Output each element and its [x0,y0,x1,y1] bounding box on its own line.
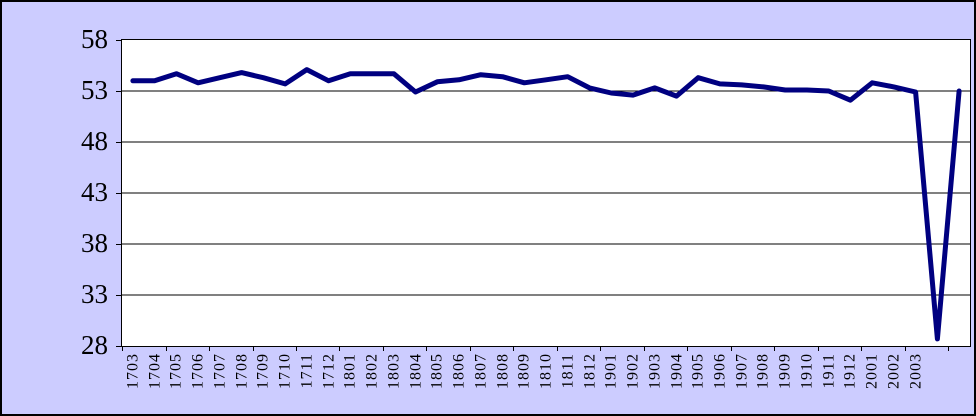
x-axis-tick-label: 1811 [559,353,577,389]
x-axis-tick-label: 1809 [515,353,533,389]
x-axis-tick-label: 2001 [863,353,881,389]
x-axis-tick-label: 1812 [581,353,598,389]
chart-svg [122,67,970,342]
x-axis-tick-label: 1805 [428,353,446,389]
y-axis-tick [116,193,121,194]
x-axis-tick-label: 1708 [233,353,251,389]
y-axis-tick-label: 28 [81,330,108,360]
y-axis-tick-label: 38 [81,228,108,258]
x-axis-tick [643,346,645,351]
x-axis-tick-label: 1807 [472,353,490,389]
x-axis-tick [382,346,384,351]
y-axis-tick-label: 33 [81,279,108,309]
x-axis-tick-label: 1705 [167,353,185,389]
x-axis-tick-label: 1909 [776,353,794,389]
y-axis-tick-label: 58 [81,24,108,54]
x-axis-tick-label: 1706 [189,353,207,389]
x-axis-tick-label: 1802 [363,353,381,389]
x-axis-tick-label: 1906 [711,353,729,389]
y-axis-tick-label: 43 [81,177,108,207]
x-axis-tick-label: 1804 [407,353,424,389]
y-axis-tick [116,295,121,296]
x-axis-tick [165,346,167,351]
y-axis-tick [116,142,121,143]
x-axis-tick [861,346,863,351]
x-axis-tick-label: 1908 [754,353,772,389]
x-axis-tick-label: 1704 [146,353,164,389]
x-axis-tick [774,346,776,351]
x-axis-tick-label: 1911 [820,353,838,389]
y-axis-tick [116,244,121,245]
x-axis-tick-label: 2003 [907,353,925,389]
x-axis-tick [817,346,819,351]
x-axis-tick-label: 1808 [494,353,511,389]
y-axis-tick [116,40,121,41]
x-axis-tick-label: 1907 [733,353,751,389]
y-axis-tick [116,346,121,347]
y-axis-tick-label: 48 [81,126,108,156]
x-axis-tick-label: 1711 [298,353,316,389]
x-axis-tick [469,346,471,351]
x-axis-tick [295,346,297,351]
x-axis-tick-label: 1910 [798,353,816,389]
x-axis-tick [426,346,428,351]
x-axis-tick-label: 1901 [602,353,620,389]
x-axis-tick [687,346,689,351]
x-axis-tick-label: 2002 [885,353,903,389]
x-axis-tick-label: 1801 [341,353,359,389]
x-axis-tick [600,346,602,351]
x-axis-tick-label: 1905 [689,353,707,389]
x-axis-tick-label: 1710 [276,353,294,389]
x-axis-tick-label: 1806 [450,353,468,389]
x-axis-tick [339,346,341,351]
x-axis-tick-label: 1803 [385,353,403,389]
x-axis-tick [122,346,123,351]
x-axis-tick-label: 1904 [668,353,685,389]
x-axis-tick [730,346,732,351]
x-axis-tick [904,346,906,351]
x-axis-tick-label: 1712 [320,353,338,389]
series-line [130,67,962,342]
x-axis-tick [948,346,950,351]
x-axis-tick-label: 1703 [124,353,142,389]
x-axis-tick-label: 1902 [624,353,642,389]
x-axis-tick [556,346,558,351]
x-axis-tick-label: 1709 [254,353,272,389]
x-axis-tick [513,346,515,351]
x-axis-tick-label: 1912 [841,353,859,389]
plot-area [121,39,971,347]
x-axis-tick-label: 1707 [211,353,229,389]
x-axis-tick-label: 1903 [646,353,664,389]
x-axis-tick-label: 1810 [537,353,555,389]
x-axis-tick [209,346,210,351]
x-axis-tick [252,346,254,351]
y-axis-tick-label: 53 [81,75,108,105]
y-axis-tick [116,91,121,92]
